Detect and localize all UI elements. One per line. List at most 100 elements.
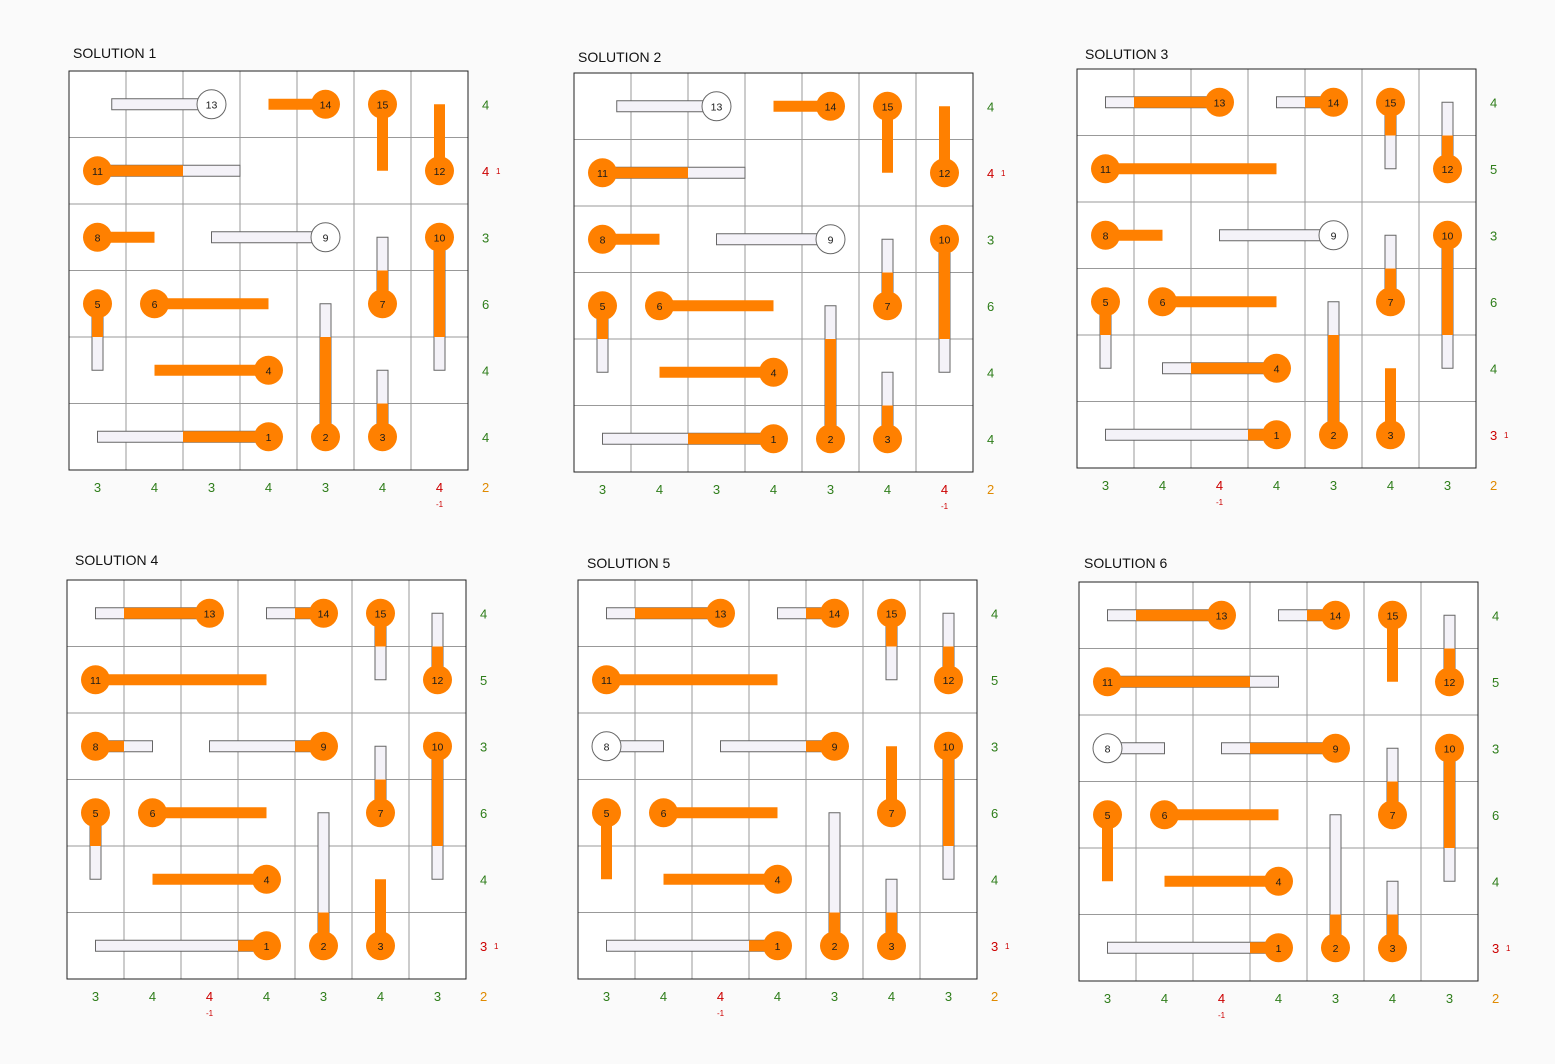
piece-8: 8 xyxy=(83,222,155,252)
row-hint: 3 xyxy=(482,230,489,245)
piece-fill xyxy=(1164,875,1279,887)
row-hint-diff: 1 xyxy=(494,942,499,951)
piece-10: 10 xyxy=(425,222,454,371)
piece-fill xyxy=(882,106,893,173)
piece-fill xyxy=(659,300,774,312)
piece-fill xyxy=(90,812,101,846)
piece-7: 7 xyxy=(368,236,397,319)
row-hint: 4 xyxy=(991,606,998,621)
piece-head xyxy=(368,89,397,119)
piece-1: 1 xyxy=(602,424,788,454)
row-hint: 6 xyxy=(1492,808,1499,823)
piece-head xyxy=(816,424,845,454)
piece-number: 7 xyxy=(380,299,386,311)
piece-fill xyxy=(268,98,326,110)
piece-head xyxy=(1093,800,1122,830)
row-hint: 4 xyxy=(1490,95,1497,110)
row-hint: 4 xyxy=(987,432,994,447)
board-frame xyxy=(66,579,467,980)
piece-13: 13 xyxy=(95,598,224,628)
piece-1: 1 xyxy=(97,422,283,452)
piece-head xyxy=(83,289,112,319)
piece-number: 10 xyxy=(434,232,446,244)
piece-number: 1 xyxy=(266,432,272,444)
piece-15: 15 xyxy=(873,91,902,173)
piece-head xyxy=(1319,87,1348,117)
piece-head xyxy=(877,798,906,828)
piece-head xyxy=(820,931,849,961)
piece-head xyxy=(1092,733,1123,764)
piece-fill xyxy=(1444,748,1455,848)
row-hint: 6 xyxy=(1490,295,1497,310)
col-hint: 3 xyxy=(322,480,329,495)
piece-number: 2 xyxy=(1331,430,1337,442)
piece-head xyxy=(649,798,678,828)
piece-head xyxy=(423,665,452,695)
piece-number: 13 xyxy=(1216,610,1228,622)
row-hint: 4 xyxy=(987,99,994,114)
piece-number: 3 xyxy=(380,432,386,444)
piece-2: 2 xyxy=(311,303,340,452)
col-hint-diff: -1 xyxy=(436,500,444,509)
col-hint: 4 xyxy=(377,989,384,1004)
piece-12: 12 xyxy=(1433,101,1462,184)
col-hint: 3 xyxy=(1444,478,1451,493)
piece-fill xyxy=(886,746,897,813)
col-hint: 3 xyxy=(1330,478,1337,493)
piece-6: 6 xyxy=(138,798,267,828)
col-hint: 4 xyxy=(1387,478,1394,493)
row-hint: 4 xyxy=(482,97,489,112)
col-hint: 3 xyxy=(208,480,215,495)
piece-15: 15 xyxy=(877,598,906,681)
piece-fill xyxy=(1162,296,1277,308)
col-hint-diff: -1 xyxy=(717,1009,725,1018)
piece-number: 6 xyxy=(150,808,156,820)
piece-number: 3 xyxy=(378,941,384,953)
piece-head xyxy=(930,224,959,254)
piece-fill xyxy=(154,298,269,310)
piece-12: 12 xyxy=(1435,614,1464,697)
piece-fill xyxy=(1387,781,1398,815)
piece-fill xyxy=(1102,814,1113,882)
piece-14: 14 xyxy=(268,89,340,119)
piece-head xyxy=(81,665,110,695)
piece-10: 10 xyxy=(1435,733,1464,882)
piece-fill xyxy=(432,746,443,846)
col-hint: 3 xyxy=(945,989,952,1004)
piece-fill xyxy=(375,779,386,813)
piece-7: 7 xyxy=(1378,747,1407,830)
piece-number: 15 xyxy=(886,608,898,620)
piece-9: 9 xyxy=(1221,733,1350,763)
piece-9: 9 xyxy=(716,224,846,255)
row-hint-diff: 1 xyxy=(496,167,501,176)
piece-number: 2 xyxy=(1333,943,1339,955)
piece-number: 15 xyxy=(1387,610,1399,622)
row-hint: 4 xyxy=(480,872,487,887)
piece-1: 1 xyxy=(606,931,792,961)
row-hint: 6 xyxy=(991,806,998,821)
piece-3: 3 xyxy=(1378,880,1407,963)
col-hint: 3 xyxy=(320,989,327,1004)
col-hint-diff: -1 xyxy=(941,502,949,511)
piece-4: 4 xyxy=(154,355,283,385)
piece-head xyxy=(763,931,792,961)
piece-number: 9 xyxy=(321,741,327,753)
col-hint: 4 xyxy=(1389,991,1396,1006)
piece-number: 4 xyxy=(266,365,272,377)
piece-5: 5 xyxy=(83,289,112,371)
piece-number: 13 xyxy=(715,608,727,620)
piece-head xyxy=(1262,353,1291,383)
piece-fill xyxy=(602,167,688,179)
piece-head xyxy=(592,798,621,828)
piece-fill xyxy=(1164,809,1279,821)
piece-fill xyxy=(97,165,183,177)
piece-3: 3 xyxy=(366,879,395,961)
piece-head xyxy=(196,89,227,120)
piece-fill xyxy=(882,272,893,306)
piece-10: 10 xyxy=(423,731,452,880)
piece-slot xyxy=(1219,229,1334,242)
